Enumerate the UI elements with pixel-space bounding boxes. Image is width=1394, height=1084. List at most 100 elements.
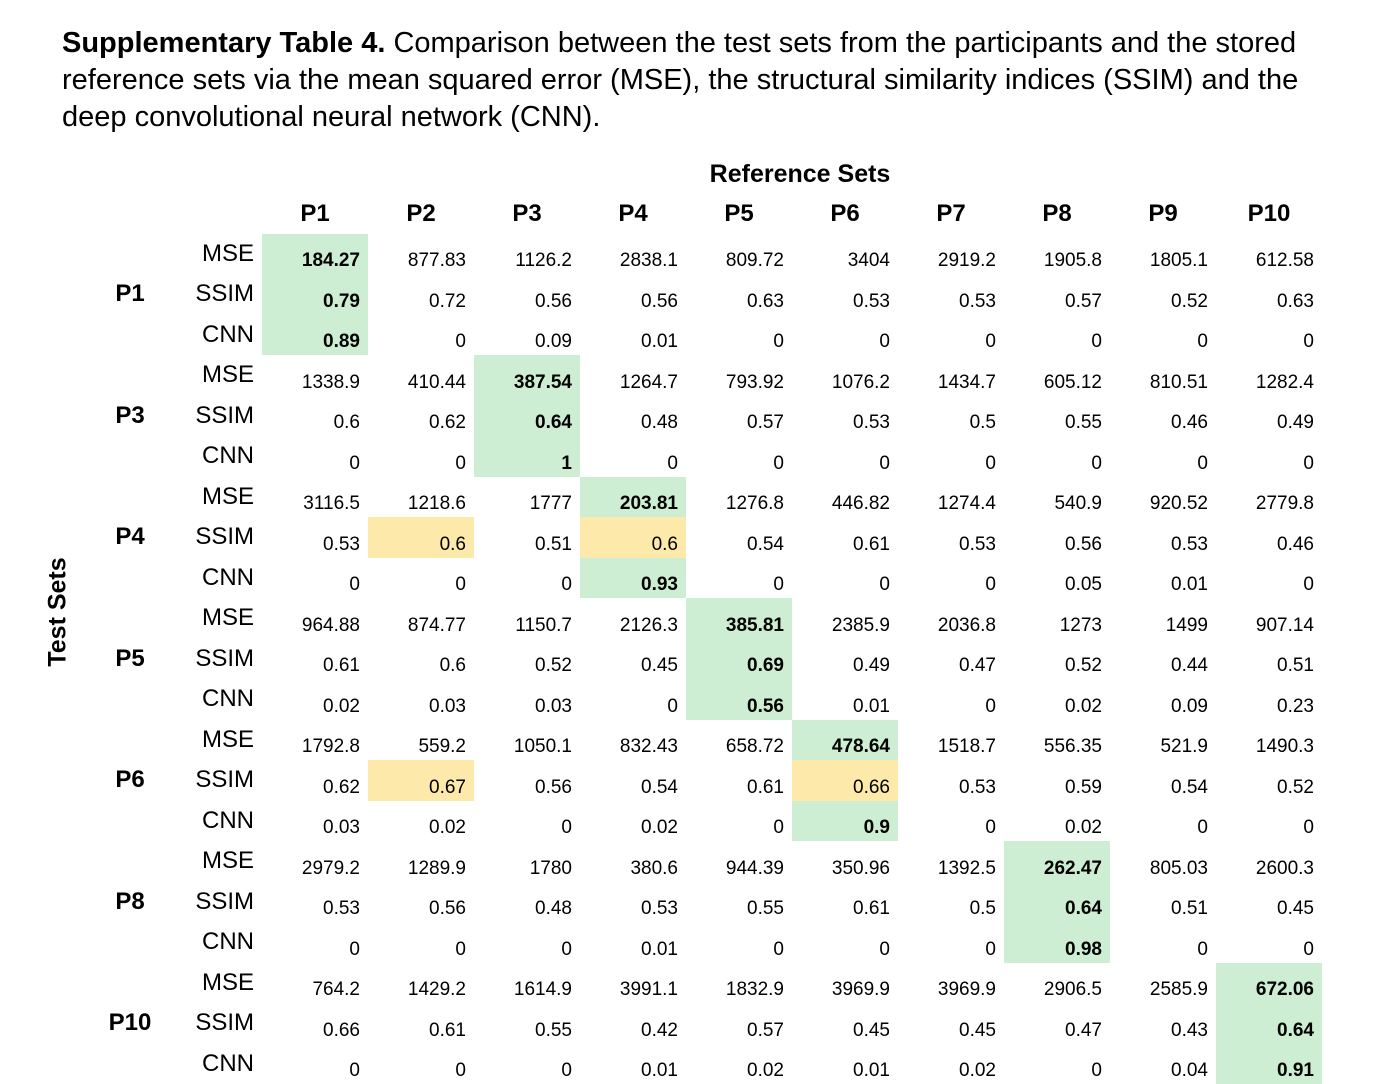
table-cell: 0.55 [686, 882, 792, 923]
table-cell: 2919.2 [898, 234, 1004, 275]
table-cell: 0 [1004, 1044, 1110, 1084]
metric-label: SSIM [164, 396, 262, 437]
column-header-p2: P2 [368, 195, 474, 234]
table-cell: 2385.9 [792, 598, 898, 639]
table-cell: 0.44 [1110, 639, 1216, 680]
table-cell: 3404 [792, 234, 898, 275]
metric-label: MSE [164, 963, 262, 1004]
metric-label: MSE [164, 720, 262, 761]
table-cell: 203.81 [580, 477, 686, 518]
table-cell: 0 [1110, 922, 1216, 963]
table-cell: 0.53 [1110, 517, 1216, 558]
table-cell: 540.9 [1004, 477, 1110, 518]
table-cell: 0.62 [262, 760, 368, 801]
table-cell: 0 [792, 436, 898, 477]
table-cell: 2600.3 [1216, 841, 1322, 882]
table-cell: 0.91 [1216, 1044, 1322, 1084]
table-cell: 0.45 [898, 1003, 1004, 1044]
table-cell: 0.62 [368, 396, 474, 437]
table-cell: 2779.8 [1216, 477, 1322, 518]
table-cell: 0 [474, 558, 580, 599]
table-cell: 1805.1 [1110, 234, 1216, 275]
table-cell: 1434.7 [898, 355, 1004, 396]
column-header-p6: P6 [792, 195, 898, 234]
table-cell: 0 [580, 436, 686, 477]
corner-cell [164, 195, 262, 234]
table-cell: 1289.9 [368, 841, 474, 882]
table-cell: 874.77 [368, 598, 474, 639]
table-cell: 0.64 [1216, 1003, 1322, 1044]
table-cell: 0.01 [792, 1044, 898, 1084]
metric-label: MSE [164, 841, 262, 882]
table-cell: 0.53 [262, 882, 368, 923]
table-cell: 1338.9 [262, 355, 368, 396]
table-cell: 2979.2 [262, 841, 368, 882]
table-cell: 0.69 [686, 639, 792, 680]
test-set-label-p3: P3 [96, 355, 164, 477]
table-cell: 410.44 [368, 355, 474, 396]
table-cell: 0 [368, 436, 474, 477]
table-cell: 0.49 [792, 639, 898, 680]
table-cell: 262.47 [1004, 841, 1110, 882]
column-header-p9: P9 [1110, 195, 1216, 234]
table-cell: 3116.5 [262, 477, 368, 518]
metric-label: CNN [164, 558, 262, 599]
table-cell: 0.02 [686, 1044, 792, 1084]
table-cell: 0 [1110, 436, 1216, 477]
table-cell: 0 [262, 558, 368, 599]
table-cell: 0.53 [792, 274, 898, 315]
table-cell: 2036.8 [898, 598, 1004, 639]
table-cell: 0 [686, 922, 792, 963]
table-cell: 0.01 [792, 679, 898, 720]
table-cell: 1499 [1110, 598, 1216, 639]
table-cell: 0.05 [1004, 558, 1110, 599]
table-cell: 0.63 [686, 274, 792, 315]
table-cell: 1392.5 [898, 841, 1004, 882]
table-cell: 0.66 [262, 1003, 368, 1044]
table-cell: 1780 [474, 841, 580, 882]
table-cell: 0.54 [580, 760, 686, 801]
table-cell: 0.53 [792, 396, 898, 437]
metric-label: SSIM [164, 882, 262, 923]
table-cell: 1792.8 [262, 720, 368, 761]
table-cell: 0 [474, 922, 580, 963]
metric-label: SSIM [164, 760, 262, 801]
table-cell: 1126.2 [474, 234, 580, 275]
table-cell: 0.02 [1004, 801, 1110, 842]
table-cell: 0 [262, 1044, 368, 1084]
table-cell: 0.54 [686, 517, 792, 558]
table-cell: 1274.4 [898, 477, 1004, 518]
table-cell: 0 [686, 558, 792, 599]
table-cell: 0.9 [792, 801, 898, 842]
metric-label: SSIM [164, 517, 262, 558]
table-cell: 0.61 [792, 517, 898, 558]
table-cell: 0.01 [580, 1044, 686, 1084]
table-cell: 0.51 [474, 517, 580, 558]
table-cell: 1273 [1004, 598, 1110, 639]
table-cell: 0.03 [474, 679, 580, 720]
table-cell: 0.47 [898, 639, 1004, 680]
table-cell: 0 [262, 436, 368, 477]
test-set-label-p6: P6 [96, 720, 164, 842]
table-cell: 0.6 [368, 517, 474, 558]
table-cell: 0 [1216, 315, 1322, 356]
table-cell: 0.56 [474, 274, 580, 315]
table-cell: 944.39 [686, 841, 792, 882]
table-cell: 0.47 [1004, 1003, 1110, 1044]
metric-label: MSE [164, 234, 262, 275]
table-cell: 0 [368, 922, 474, 963]
test-set-label-p1: P1 [96, 234, 164, 356]
table-cell: 0.53 [262, 517, 368, 558]
